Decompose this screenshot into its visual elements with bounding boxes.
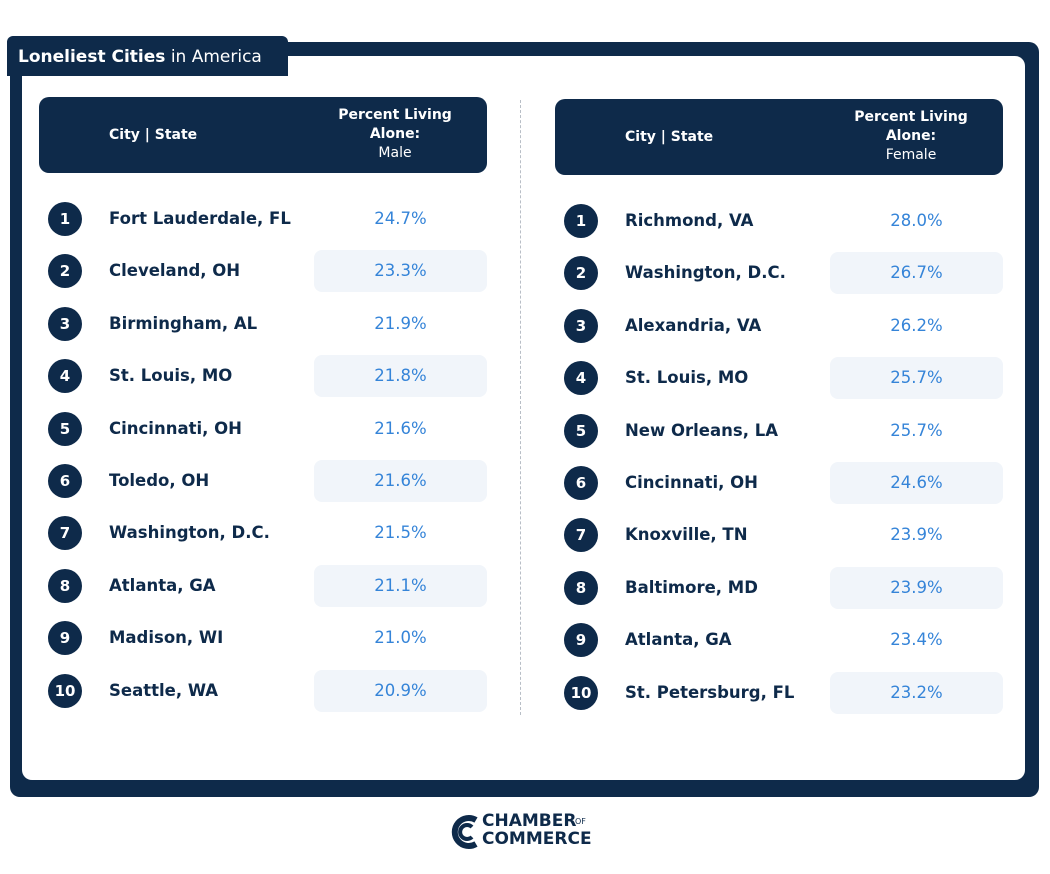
header-percent-label: Percent Living Alone: [854,109,968,144]
rank-badge: 3 [564,308,598,343]
city-name: St. Louis, MO [109,366,233,386]
percent-value: 28.0% [890,211,943,230]
percent-value: 23.3% [314,250,487,293]
percent-value: 21.8% [314,355,487,398]
city-name: Cleveland, OH [109,261,241,281]
percent-value: 23.9% [830,566,1003,609]
percent-value: 21.9% [374,313,427,333]
rank-badge: 5 [48,411,82,446]
title-tab: Loneliest Cities in America [7,36,288,76]
logo-line1: CHAMBER [482,811,577,831]
logo-of: OF [575,817,586,826]
percent-value: 26.7% [830,252,1003,295]
header-city-state: City | State [625,129,714,145]
city-name: Atlanta, GA [625,630,732,650]
header-percent: Percent Living Alone: Male [315,106,475,163]
percent-value: 23.9% [890,525,943,545]
header-percent-label: Percent Living Alone: [338,107,452,142]
rank-badge: 3 [48,306,82,341]
logo: CHAMBER OF COMMERCE [450,812,610,852]
header-city-state: City | State [109,127,198,143]
rank-badge: 9 [564,623,598,658]
city-name: St. Petersburg, FL [625,682,795,702]
city-name: Fort Lauderdale, FL [109,209,291,228]
city-name: Washington, D.C. [109,523,270,543]
table-header: City | State Percent Living Alone: Female [555,99,1003,175]
city-name: Alexandria, VA [625,315,762,335]
header-percent: Percent Living Alone: Female [831,108,991,165]
rank-badge: 8 [48,568,82,603]
city-name: Cincinnati, OH [109,418,242,438]
percent-value: 24.6% [830,462,1003,504]
city-name: New Orleans, LA [625,420,778,440]
percent-value: 21.5% [374,523,427,543]
rank-badge: 8 [564,570,598,605]
title-bold: Loneliest Cities [18,47,166,67]
city-name: Atlanta, GA [109,575,216,595]
rank-badge: 10 [564,675,598,710]
rank-badge: 1 [564,204,598,238]
percent-value: 23.2% [830,671,1003,714]
rank-badge: 1 [48,202,82,236]
percent-value: 21.0% [374,628,427,648]
percent-value: 21.1% [314,564,487,607]
city-name: St. Louis, MO [625,368,749,388]
divider [520,100,521,715]
rank-badge: 2 [48,254,82,289]
logo-line2: COMMERCE [482,829,592,849]
rank-badge: 6 [564,466,598,500]
city-name: Cincinnati, OH [625,473,758,492]
city-name: Madison, WI [109,628,224,648]
percent-value: 26.2% [890,315,943,335]
rank-badge: 7 [564,518,598,553]
percent-value: 20.9% [314,669,487,712]
logo-icon [451,815,478,849]
city-name: Birmingham, AL [109,313,258,333]
city-name: Toledo, OH [109,471,210,490]
header-gender: Male [378,145,412,161]
header-gender: Female [885,147,937,163]
rank-badge: 4 [48,359,82,394]
percent-value: 21.6% [374,418,427,438]
rank-badge: 6 [48,464,82,498]
city-name: Baltimore, MD [625,577,758,597]
percent-value: 21.6% [314,460,487,502]
city-name: Knoxville, TN [625,525,748,545]
city-name: Richmond, VA [625,211,754,230]
rank-badge: 10 [48,673,82,708]
table-header: City | State Percent Living Alone: Male [39,97,487,173]
city-name: Washington, D.C. [625,263,786,283]
rank-badge: 9 [48,621,82,656]
rank-badge: 7 [48,516,82,551]
title-rest: in America [170,47,262,67]
percent-value: 25.7% [890,420,943,440]
percent-value: 23.4% [890,630,943,650]
city-name: Seattle, WA [109,680,219,700]
percent-value: 24.7% [374,209,427,228]
rank-badge: 2 [564,256,598,291]
rank-badge: 4 [564,361,598,396]
panel [22,56,1025,780]
rank-badge: 5 [564,413,598,448]
percent-value: 25.7% [830,357,1003,400]
